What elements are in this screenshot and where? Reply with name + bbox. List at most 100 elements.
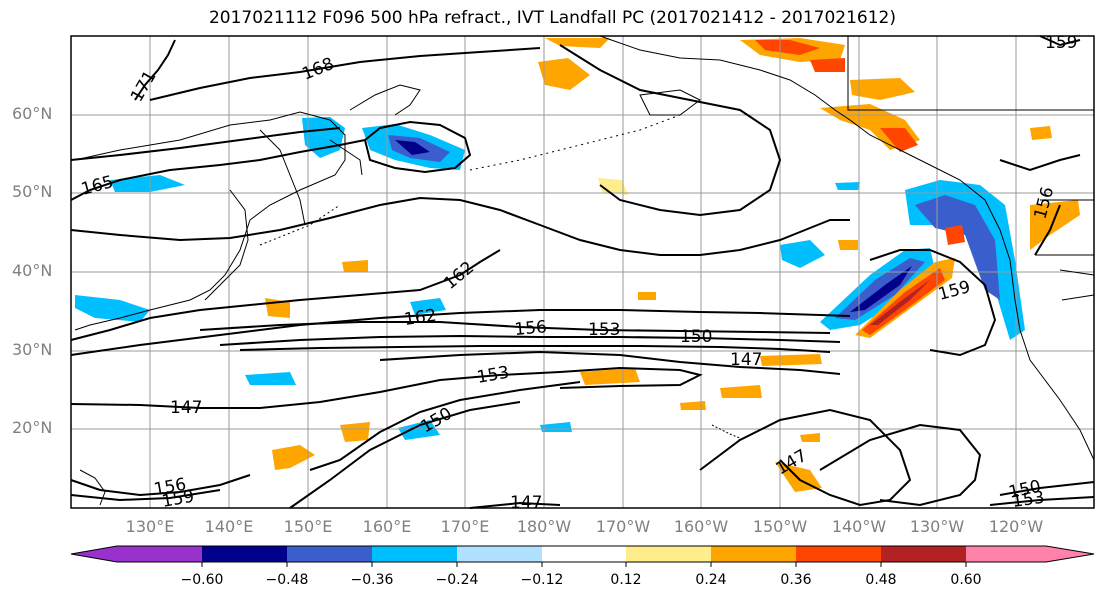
pos-patch [800, 433, 820, 442]
pos-patch [850, 78, 915, 100]
pos-patch [272, 445, 315, 470]
contour-label: 150 [680, 327, 712, 347]
coastline-japan [204, 189, 249, 301]
pos-patch [870, 280, 930, 325]
neg-patch [395, 140, 430, 155]
contour-147-bottom [469, 501, 561, 509]
lat-label: 40°N [12, 261, 53, 280]
colorbar-swatch [796, 546, 881, 562]
lat-label: 30°N [12, 340, 53, 359]
pos-patch [720, 385, 762, 398]
lat-label: 60°N [12, 104, 53, 123]
colorbar-label: 0.24 [695, 572, 727, 588]
contour-labels: 168 171 165 162 162 156 153 150 147 153 … [79, 33, 1077, 513]
neg-patch [398, 420, 440, 440]
colorbar-swatch [542, 546, 626, 562]
lon-label: 160°W [673, 517, 729, 536]
colorbar-swatch [966, 546, 1046, 562]
colorbar-label: 0.36 [780, 572, 812, 588]
contour-159-top [1039, 35, 1081, 47]
neg-patch [302, 117, 345, 158]
neg-patch [410, 298, 446, 315]
colorbar-label: −0.12 [520, 572, 564, 588]
pos-patch [680, 401, 706, 410]
contour-150-se [999, 481, 1095, 496]
lon-label: 180°W [516, 517, 572, 536]
lon-label: 130°E [125, 517, 175, 536]
pos-patch [342, 260, 368, 272]
colorbar-swatch [711, 546, 796, 562]
contour-label: 153 [588, 320, 620, 340]
lon-label: 170°W [595, 517, 651, 536]
contour-165 [70, 139, 366, 201]
kuril-islands [259, 204, 341, 246]
contour-162-upper [70, 196, 850, 256]
contour-159 [70, 309, 851, 356]
contour-label: 147 [510, 493, 542, 513]
contour-ring [559, 44, 782, 217]
pos-patch [945, 225, 965, 245]
contour-156-e [1034, 204, 1061, 256]
lon-label: 160°E [362, 517, 412, 536]
lon-label: 150°E [283, 517, 333, 536]
colorbar-label: −0.24 [435, 572, 479, 588]
pos-patch [755, 40, 820, 55]
neg-patch [850, 266, 912, 312]
neg-patch [780, 240, 825, 268]
coastline-sakhalin [259, 129, 306, 226]
pos-patch [810, 58, 845, 72]
contour-150 [239, 345, 831, 353]
colorbar-label: 0.60 [950, 572, 982, 588]
coastline-north-america [599, 35, 1095, 461]
contour-label: 162 [403, 306, 438, 330]
contour-159-sw [70, 489, 221, 502]
pos-patch [638, 292, 656, 300]
lon-label: 150°W [752, 517, 808, 536]
contour-e [999, 154, 1081, 172]
contour-147-se [699, 408, 912, 507]
colorbar-swatch [287, 546, 372, 562]
contour-label: 147 [170, 398, 202, 418]
contour-168 [149, 47, 541, 101]
contour-label: 147 [730, 350, 762, 370]
colorbar-label: −0.60 [180, 572, 224, 588]
contour-156-sw [70, 474, 251, 497]
pos-patch [538, 58, 590, 90]
colorbar-swatch [626, 546, 711, 562]
coastline-alaska-peninsula [639, 89, 701, 116]
colorbar [70, 545, 1095, 567]
contour-147 [379, 350, 841, 375]
border-alaska-canada [847, 36, 1094, 111]
neg-patch [245, 372, 296, 385]
contour-147-loop [819, 423, 982, 507]
lat-label: 50°N [12, 182, 53, 201]
colorbar-label: −0.48 [265, 572, 309, 588]
colorbar-swatch [372, 546, 457, 562]
colorbar-label: 0.48 [865, 572, 897, 588]
lon-label: 140°W [831, 517, 887, 536]
contour-162 [70, 249, 501, 341]
state-borders [1035, 254, 1095, 301]
contour-156 [199, 321, 831, 334]
contour-165-north [70, 127, 341, 161]
contour-153 [219, 334, 841, 346]
coastlines [74, 35, 1095, 506]
lon-label: 130°W [909, 517, 965, 536]
coastline-asia [74, 111, 346, 331]
pos-patch [1030, 126, 1052, 140]
gridlines [71, 36, 1094, 508]
coastline-kamchatka [349, 84, 421, 116]
contour-159-ne [869, 249, 997, 357]
map-title: 2017021112 F096 500 hPa refract., IVT La… [208, 8, 896, 28]
contours [70, 35, 1095, 509]
contour-153-se [989, 496, 1095, 506]
pos-patch [340, 422, 370, 442]
colorbar-swatch [881, 546, 966, 562]
contour-171 [134, 39, 176, 101]
contour-153-sw [309, 381, 581, 471]
colorbar-label: 0.12 [610, 572, 642, 588]
lon-label: 120°W [988, 517, 1044, 536]
pos-patch [838, 240, 858, 250]
pos-patch [1030, 200, 1080, 250]
